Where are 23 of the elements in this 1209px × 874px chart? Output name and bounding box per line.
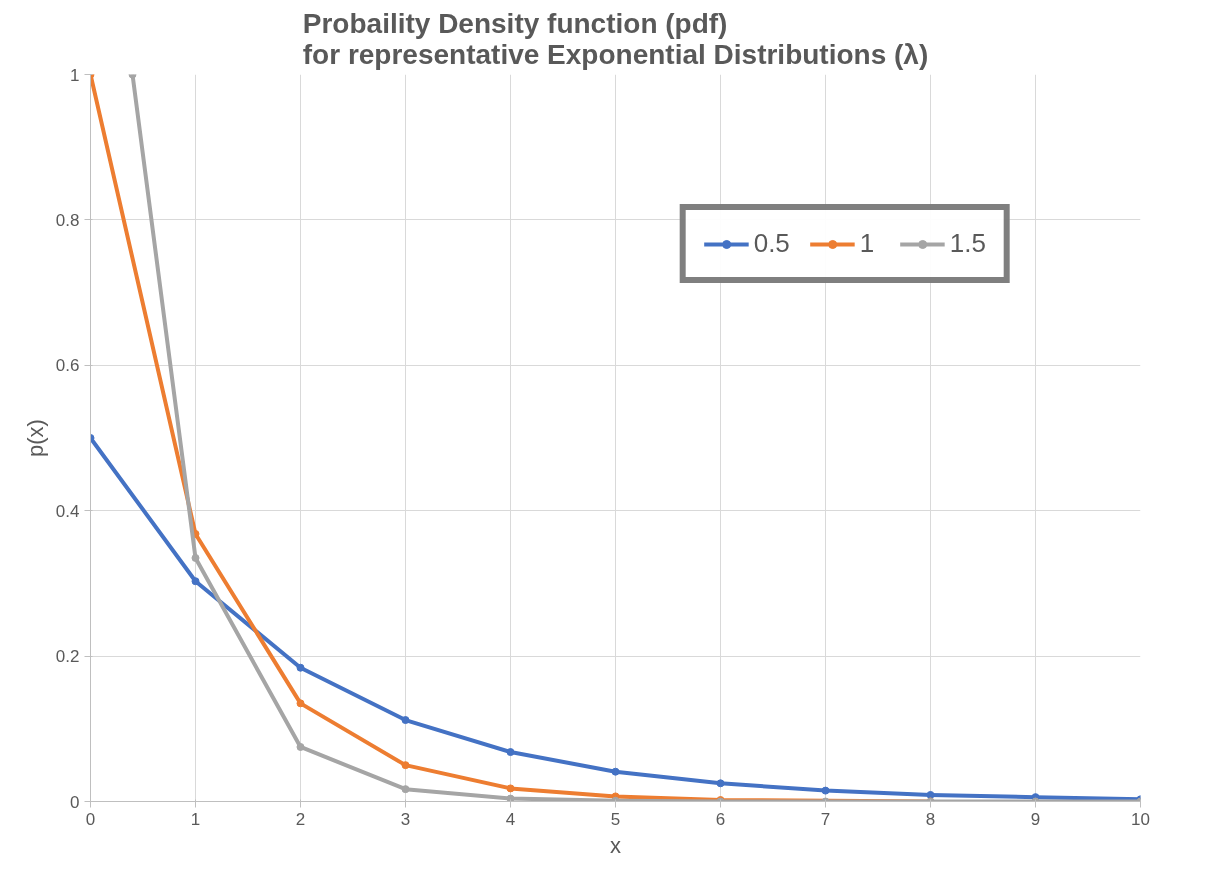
y-tick-label: 1: [70, 65, 80, 85]
x-tick-label: 8: [925, 809, 936, 829]
x-tick-label: 6: [715, 809, 726, 829]
legend-label: 1: [859, 228, 876, 259]
y-tick-label: 0.2: [55, 647, 80, 667]
x-tick-label: 4: [505, 809, 516, 829]
y-tick-label: 0.8: [55, 210, 80, 230]
x-tick-label: 7: [820, 809, 831, 829]
x-tick-label: 0: [85, 809, 96, 829]
x-tick-label: 3: [400, 809, 411, 829]
x-tick-label: 9: [1030, 809, 1041, 829]
chart-title: Probaility Density function (pdf) for representative Exponential Distributions (λ): [302, 7, 929, 70]
x-axis-title: x: [610, 832, 621, 858]
x-tick-label: 10: [1131, 809, 1150, 829]
x-tick-label: 5: [610, 809, 621, 829]
y-tick-label: 0.6: [55, 356, 80, 376]
y-tick-label: 0: [70, 792, 80, 812]
legend-label: 0.5: [753, 228, 790, 259]
x-tick-label: 1: [190, 809, 201, 829]
y-axis-title: p(x): [22, 419, 48, 457]
y-tick-label: 0.4: [55, 501, 80, 521]
legend-label: 1.5: [949, 228, 986, 259]
x-tick-label: 2: [295, 809, 306, 829]
